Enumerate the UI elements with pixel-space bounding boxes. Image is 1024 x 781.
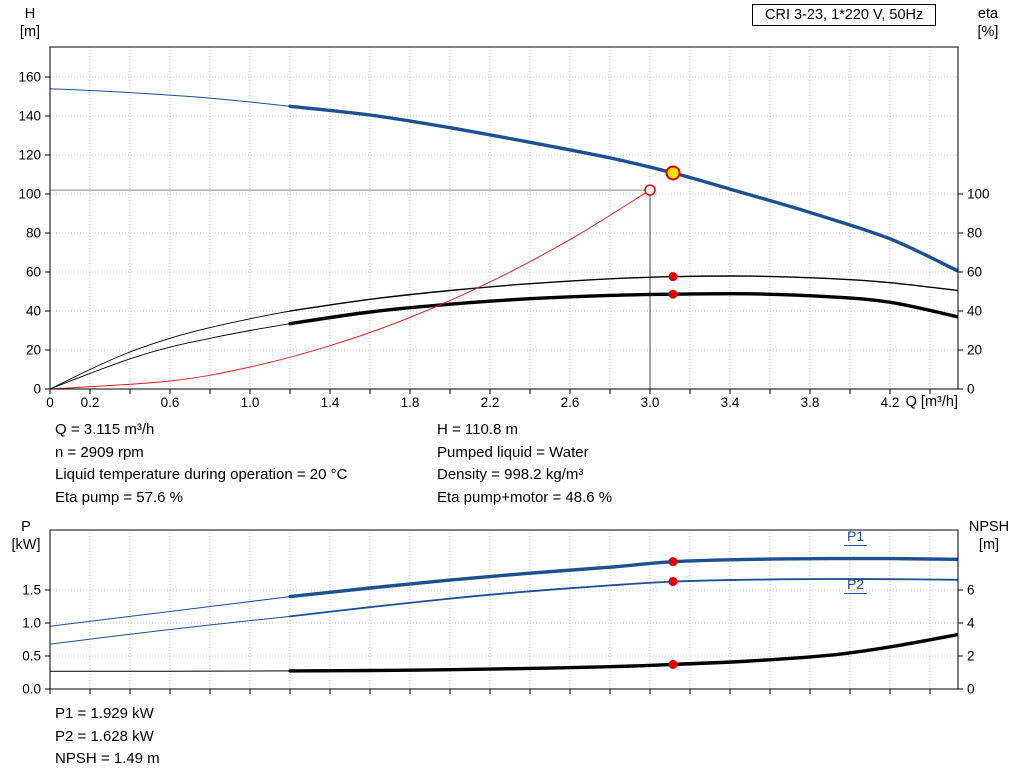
head-curve-extension bbox=[50, 88, 291, 107]
h-axis-title: H [m] bbox=[8, 5, 52, 41]
y-axis-tick-label: 20 bbox=[26, 343, 41, 358]
power-npsh-chart-ticks: 0.0 0.5 1.0 1.5 0 2 4 6 bbox=[22, 583, 975, 697]
npsh-axis-title: NPSH [m] bbox=[958, 518, 1020, 554]
head-curve bbox=[288, 104, 958, 273]
eta-pump-motor-extension bbox=[50, 323, 291, 389]
x-axis-tick-label: 0.2 bbox=[81, 395, 100, 410]
p1-curve-extension bbox=[50, 596, 291, 627]
duty-point[interactable] bbox=[665, 165, 681, 181]
x-axis-tick-label: 3.4 bbox=[721, 395, 740, 410]
p1-curve-label: P1 bbox=[844, 528, 868, 546]
x-axis-tick-label: 3.8 bbox=[801, 395, 820, 410]
h-axis-title-unit: [m] bbox=[19, 24, 41, 40]
y2-axis-tick-label: 80 bbox=[967, 226, 982, 241]
power-readout-block: P1 = 1.929 kW P2 = 1.628 kW NPSH = 1.49 … bbox=[55, 703, 160, 771]
qh-eta-chart-frame bbox=[49, 46, 959, 390]
eta-pump-extension bbox=[50, 310, 291, 389]
npsh-axis-title-symbol: NPSH bbox=[968, 519, 1010, 535]
p2-curve-extension bbox=[50, 615, 291, 645]
head-readout: H = 110.8 m bbox=[437, 421, 519, 438]
p1-curve bbox=[288, 556, 958, 599]
pump-model-label: CRI 3-23, 1*220 V, 50Hz bbox=[752, 4, 937, 26]
qh-eta-chart: 0 20 40 60 80 100 120 140 160 0 20 40 60 80 100 0 0.2 0.6… bbox=[18, 46, 990, 411]
npsh-curve bbox=[288, 632, 958, 673]
eta-axis-title-symbol: eta bbox=[977, 6, 999, 22]
x-axis-tick-label: 2.2 bbox=[481, 395, 500, 410]
y-axis-tick-label: 1.0 bbox=[22, 616, 41, 631]
eta-pump-readout: Eta pump = 57.6 % bbox=[55, 488, 183, 506]
eta-pump-motor-readout: Eta pump+motor = 48.6 % bbox=[437, 488, 613, 506]
y2-axis-tick-label: 4 bbox=[967, 616, 975, 631]
y2-axis-tick-label: 0 bbox=[967, 682, 975, 697]
density-readout: Density = 998.2 kg/m³ bbox=[437, 466, 584, 484]
y2-axis-tick-label: 20 bbox=[967, 343, 982, 358]
x-axis-tick-label: 1.0 bbox=[241, 395, 260, 410]
npsh-duty-dot bbox=[668, 659, 678, 669]
pumped-liquid-readout: Pumped liquid = Water bbox=[437, 443, 589, 461]
eta-axis-title: eta [%] bbox=[962, 5, 1014, 41]
y-axis-tick-label: 100 bbox=[18, 187, 41, 202]
y-axis-tick-label: 40 bbox=[26, 304, 41, 319]
y-axis-tick-label: 0.5 bbox=[22, 649, 41, 664]
p2-curve-label: P2 bbox=[844, 576, 868, 594]
y-axis-tick-label: 120 bbox=[18, 148, 41, 163]
y-axis-tick-label: 140 bbox=[18, 109, 41, 124]
y-axis-tick-label: 1.5 bbox=[22, 583, 41, 598]
speed-readout: n = 2909 rpm bbox=[55, 443, 144, 461]
y2-axis-tick-label: 2 bbox=[967, 649, 975, 664]
y-axis-tick-label: 0.0 bbox=[22, 682, 41, 697]
y2-axis-tick-label: 60 bbox=[967, 265, 982, 280]
p-axis-title-symbol: P bbox=[21, 519, 31, 535]
qh-eta-chart-grid bbox=[50, 47, 958, 389]
y2-axis-tick-label: 6 bbox=[967, 583, 975, 598]
x-axis-tick-label: 4.2 bbox=[881, 395, 900, 410]
liquid-temp-readout: Liquid temperature during operation = 20… bbox=[55, 466, 348, 484]
npsh-readout: NPSH = 1.49 m bbox=[55, 750, 160, 768]
y-axis-tick-label: 80 bbox=[26, 226, 41, 241]
p2-readout: P2 = 1.628 kW bbox=[55, 727, 154, 745]
requested-duty-point bbox=[644, 184, 656, 196]
system-curve bbox=[50, 189, 651, 389]
p1-readout: P1 = 1.929 kW bbox=[55, 705, 154, 722]
x-axis-tick-label: 2.6 bbox=[561, 395, 580, 410]
y2-axis-tick-label: 0 bbox=[967, 382, 975, 397]
q-axis-title: Q [m³/h] bbox=[905, 394, 958, 410]
duty-readout-left: Q = 3.115 m³/h n = 2909 rpm Liquid tempe… bbox=[55, 419, 347, 509]
y-axis-tick-label: 60 bbox=[26, 265, 41, 280]
p-axis-title: P [kW] bbox=[2, 518, 50, 554]
y2-axis-tick-label: 100 bbox=[967, 187, 990, 202]
y-axis-tick-label: 160 bbox=[18, 70, 41, 85]
duty-readout-right: H = 110.8 m Pumped liquid = Water Densit… bbox=[437, 419, 612, 509]
y2-axis-tick-label: 40 bbox=[967, 304, 982, 319]
eta-pump-motor-duty-dot bbox=[668, 289, 678, 299]
x-axis-tick-label: 1.8 bbox=[401, 395, 420, 410]
p-axis-title-unit: [kW] bbox=[11, 537, 41, 553]
qh-eta-chart-ticks: 0 20 40 60 80 100 120 140 160 0 20 40 60 80 100 0 0.2 0.6… bbox=[18, 70, 989, 411]
x-axis-tick-label: 3.0 bbox=[641, 395, 660, 410]
p2-curve bbox=[289, 578, 958, 618]
eta-pump-motor-curve bbox=[288, 291, 958, 326]
eta-pump-duty-dot bbox=[668, 272, 678, 282]
p1-duty-dot bbox=[668, 557, 678, 567]
power-npsh-chart-frame bbox=[49, 529, 959, 690]
y-axis-tick-label: 0 bbox=[33, 382, 41, 397]
p2-duty-dot bbox=[668, 577, 678, 587]
x-axis-tick-label: 0.6 bbox=[161, 395, 180, 410]
power-npsh-chart: 0.0 0.5 1.0 1.5 0 2 4 6 bbox=[22, 529, 975, 697]
eta-axis-title-unit: [%] bbox=[977, 24, 999, 40]
x-axis-tick-label: 0 bbox=[46, 395, 54, 410]
flow-readout: Q = 3.115 m³/h bbox=[55, 421, 155, 438]
x-axis-tick-label: 1.4 bbox=[321, 395, 340, 410]
npsh-axis-title-unit: [m] bbox=[978, 537, 1000, 553]
eta-pump-curve bbox=[289, 275, 958, 312]
h-axis-title-symbol: H bbox=[24, 6, 36, 22]
